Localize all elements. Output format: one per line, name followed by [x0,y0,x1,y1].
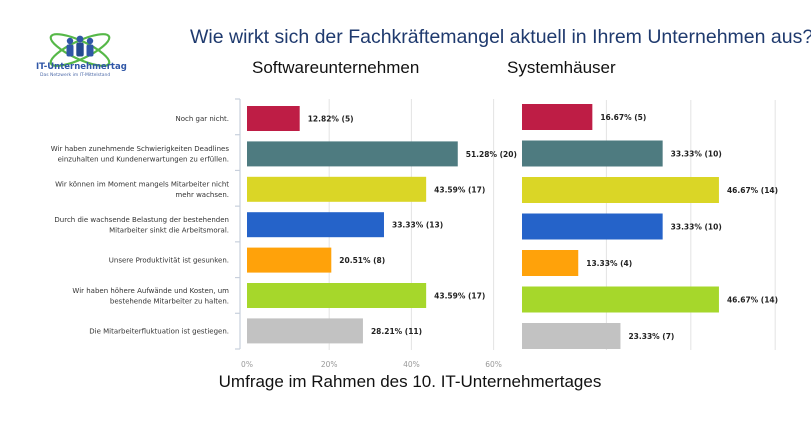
data-label: 16.67% (5) [600,113,646,122]
category-label-line: Die Mitarbeiterfluktuation ist gestiegen… [89,327,229,335]
category-label-line: Wir können im Moment mangels Mitarbeiter… [55,181,229,189]
data-label: 43.59% (17) [434,292,485,301]
bar-software-4 [247,247,332,273]
bar-systemhaus-5 [522,286,719,313]
data-label: 23.33% (7) [628,332,674,341]
bar-software-1 [247,141,458,167]
category-label: Die Mitarbeiterfluktuation ist gestiegen… [89,327,229,335]
category-label-line: Wir haben zunehmende Schwierigkeiten Dea… [51,145,230,153]
right-chart-title: Systemhäuser [507,58,616,77]
category-label-line: mehr wachsen. [175,191,229,199]
data-label: 43.59% (17) [434,185,485,194]
data-label: 46.67% (14) [727,296,778,305]
bar-software-3 [247,212,384,238]
category-label-line: einzuhalten und Kundenerwartungen zu erf… [58,156,229,164]
bar-software-2 [247,176,427,202]
category-label-line: Unsere Produktivität ist gesunken. [109,257,229,265]
data-label: 33.33% (13) [392,221,443,230]
data-label: 46.67% (14) [727,186,778,195]
x-tick-label: 60% [485,360,502,369]
left-chart-title: Softwareunternehmen [252,58,420,77]
x-tick-label: 20% [321,360,338,369]
category-label: Wir haben höhere Aufwände und Kosten, um… [72,287,229,306]
data-label: 20.51% (8) [339,256,385,265]
category-label: Wir haben zunehmende Schwierigkeiten Dea… [51,145,230,164]
category-label-line: bestehende Mitarbeiter zu halten. [110,297,229,305]
bar-systemhaus-2 [522,177,719,203]
category-label-line: Noch gar nicht. [175,115,229,123]
bar-software-0 [247,106,300,131]
chart-title: Wie wirkt sich der Fachkräftemangel aktu… [190,26,811,48]
bar-systemhaus-1 [522,140,663,167]
data-label: 12.82% (5) [308,115,354,124]
bar-systemhaus-6 [522,323,621,349]
logo [30,32,130,87]
logo-people-icon [49,33,111,67]
category-label: Noch gar nicht. [175,115,229,123]
data-label: 13.33% (4) [586,259,632,268]
category-label-line: Durch die wachsende Belastung der besteh… [54,216,229,224]
category-label: Wir können im Moment mangels Mitarbeiter… [55,181,229,200]
category-label: Durch die wachsende Belastung der besteh… [54,216,229,235]
category-label-line: Mitarbeiter sinkt die Arbeitsmoral. [109,226,229,234]
category-label-line: Wir haben höhere Aufwände und Kosten, um [72,287,229,295]
bar-systemhaus-4 [522,250,579,276]
x-tick-label: 0% [241,360,253,369]
data-label: 33.33% (10) [671,223,722,232]
logo-tagline: Das Netzwerk im IT-Mittelstand [40,73,111,78]
x-tick-label: 40% [403,360,420,369]
bar-software-6 [247,318,363,344]
bar-systemhaus-0 [522,104,593,130]
bar-software-5 [247,283,427,308]
category-label: Unsere Produktivität ist gesunken. [109,257,229,265]
footer-caption: Umfrage im Rahmen des 10. IT-Unternehmer… [218,372,602,391]
data-label: 28.21% (11) [371,327,422,336]
logo-name: IT-Unternehmertag [36,62,127,72]
data-label: 33.33% (10) [671,150,722,159]
data-label: 51.28% (20) [466,150,517,159]
bar-systemhaus-3 [522,213,663,240]
